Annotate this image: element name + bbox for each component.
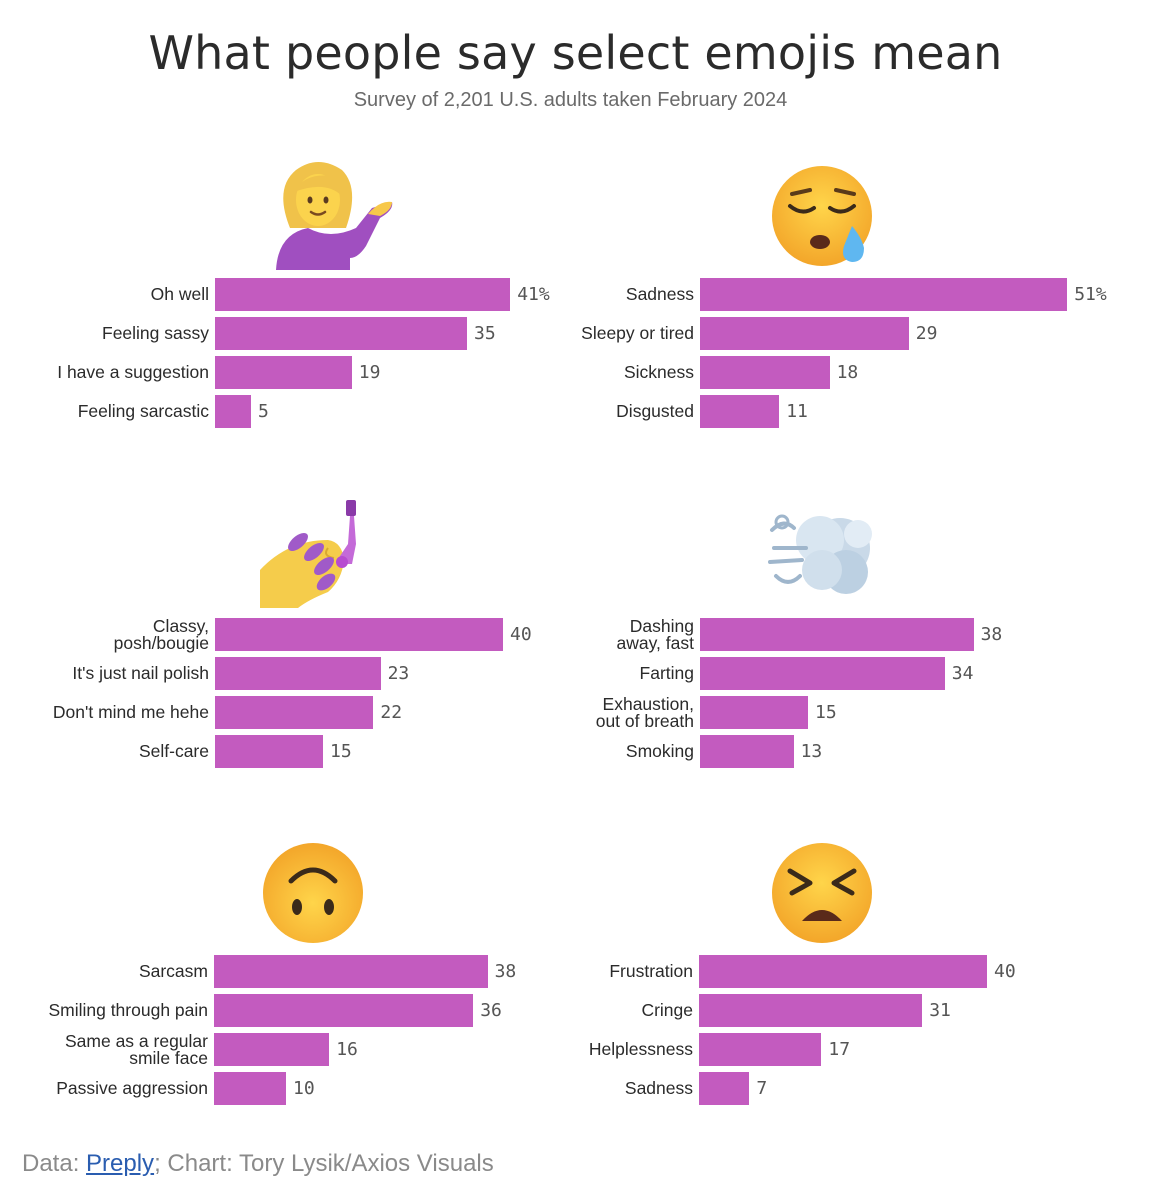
- category-label-sleepy-or-tired: Sleepy or tired: [581, 323, 694, 343]
- dashing-away-icon: [766, 500, 878, 604]
- bar-don-t-mind-me-hehe: [215, 696, 374, 729]
- category-label-sarcasm: Sarcasm: [138, 961, 208, 981]
- footer: Data: Preply; Chart: Tory Lysik/Axios Vi…: [22, 1150, 494, 1178]
- footer-credit: ; Chart: Tory Lysik/Axios Visuals: [154, 1150, 494, 1177]
- bar-helplessness: [699, 1033, 822, 1066]
- value-label-farting: 34: [951, 663, 974, 684]
- value-label-helplessness: 17: [828, 1039, 851, 1060]
- bar-smoking: [700, 735, 794, 768]
- bar-farting: [700, 657, 945, 690]
- value-label-cringe: 31: [929, 1000, 951, 1021]
- bar-sadness: [700, 278, 1068, 311]
- category-label-smiling-through-pain: Smiling through pain: [48, 1000, 208, 1020]
- value-label-classy-posh-bougie: 40: [510, 624, 532, 645]
- value-label-self-care: 15: [330, 741, 352, 762]
- upside-down-face-icon: [261, 841, 365, 945]
- bar-sarcasm: [214, 955, 488, 988]
- bar-disgusted: [700, 395, 780, 428]
- value-label-passive-aggression: 10: [293, 1078, 315, 1099]
- sleepy-face-icon: [770, 164, 878, 268]
- category-label-feeling-sassy: Feeling sassy: [102, 323, 209, 343]
- footer-prefix: Data:: [22, 1150, 87, 1177]
- category-label-sadness: Sadness: [624, 1078, 693, 1098]
- category-label-passive-aggression: Passive aggression: [56, 1078, 208, 1098]
- category-label-disgusted: Disgusted: [616, 401, 694, 421]
- value-label-disgusted: 11: [786, 401, 808, 422]
- category-label-exhaustion-out-of-breath: Exhaustion, out of breath: [595, 693, 694, 731]
- value-label-same-as-a-regular-smile-face: 16: [336, 1039, 358, 1060]
- value-label-exhaustion-out-of-breath: 15: [815, 702, 837, 723]
- bar-feeling-sarcastic: [215, 395, 251, 428]
- value-label-feeling-sarcastic: 5: [258, 401, 269, 422]
- category-label-cringe: Cringe: [641, 1000, 693, 1020]
- value-label-sadness: 51%: [1074, 284, 1107, 305]
- value-label-smiling-through-pain: 36: [480, 1000, 502, 1021]
- value-label-frustration: 40: [994, 961, 1016, 982]
- bar-classy-posh-bougie: [215, 618, 503, 651]
- category-label-feeling-sarcastic: Feeling sarcastic: [77, 401, 209, 421]
- category-label-smoking: Smoking: [625, 741, 694, 761]
- category-label-dashing-away-fast: Dashing away, fast: [616, 615, 695, 653]
- value-label-don-t-mind-me-hehe: 22: [380, 702, 403, 723]
- bar-passive-aggression: [214, 1072, 286, 1105]
- value-label-sarcasm: 38: [494, 961, 517, 982]
- bar-cringe: [699, 994, 923, 1027]
- bar-i-have-a-suggestion: [215, 356, 352, 389]
- category-label-sadness: Sadness: [625, 284, 694, 304]
- chart-title: What people say select emojis mean: [148, 26, 1003, 80]
- value-label-smoking: 13: [800, 741, 823, 762]
- category-label-oh-well: Oh well: [150, 284, 209, 304]
- category-label-classy-posh-bougie: Classy, posh/bougie: [113, 615, 209, 653]
- category-label-farting: Farting: [639, 663, 694, 683]
- category-label-i-have-a-suggestion: I have a suggestion: [57, 362, 209, 382]
- bar-sickness: [700, 356, 830, 389]
- bar-frustration: [699, 955, 987, 988]
- value-label-i-have-a-suggestion: 19: [358, 362, 381, 383]
- value-label-sadness: 7: [756, 1078, 768, 1099]
- nail-polish-icon: [258, 500, 368, 608]
- bar-sleepy-or-tired: [700, 317, 909, 350]
- persevering-face-icon: [770, 841, 874, 945]
- bar-self-care: [215, 735, 323, 768]
- bar-dashing-away-fast: [700, 618, 974, 651]
- value-label-feeling-sassy: 35: [474, 323, 496, 344]
- value-label-it-s-just-nail-polish: 23: [387, 663, 410, 684]
- bar-exhaustion-out-of-breath: [700, 696, 808, 729]
- source-link[interactable]: Preply: [86, 1150, 155, 1177]
- category-label-self-care: Self-care: [138, 741, 209, 761]
- value-label-sleepy-or-tired: 29: [915, 323, 938, 344]
- category-label-sickness: Sickness: [623, 362, 694, 382]
- category-label-same-as-a-regular-smile-face: Same as a regular smile face: [65, 1030, 208, 1068]
- bar-it-s-just-nail-polish: [215, 657, 381, 690]
- bar-same-as-a-regular-smile-face: [214, 1033, 330, 1066]
- category-label-helplessness: Helplessness: [588, 1039, 693, 1059]
- bar-sadness: [699, 1072, 750, 1105]
- bar-oh-well: [215, 278, 511, 311]
- bar-smiling-through-pain: [214, 994, 474, 1027]
- chart-subtitle: Survey of 2,201 U.S. adults taken Februa…: [353, 89, 788, 111]
- category-label-it-s-just-nail-polish: It's just nail polish: [72, 663, 209, 683]
- value-label-dashing-away-fast: 38: [980, 624, 1003, 645]
- category-label-frustration: Frustration: [609, 961, 693, 981]
- person-tipping-hand-icon: [268, 158, 396, 270]
- value-label-oh-well: 41%: [517, 284, 550, 305]
- category-label-don-t-mind-me-hehe: Don't mind me hehe: [52, 702, 209, 722]
- value-label-sickness: 18: [836, 362, 859, 383]
- bar-feeling-sassy: [215, 317, 467, 350]
